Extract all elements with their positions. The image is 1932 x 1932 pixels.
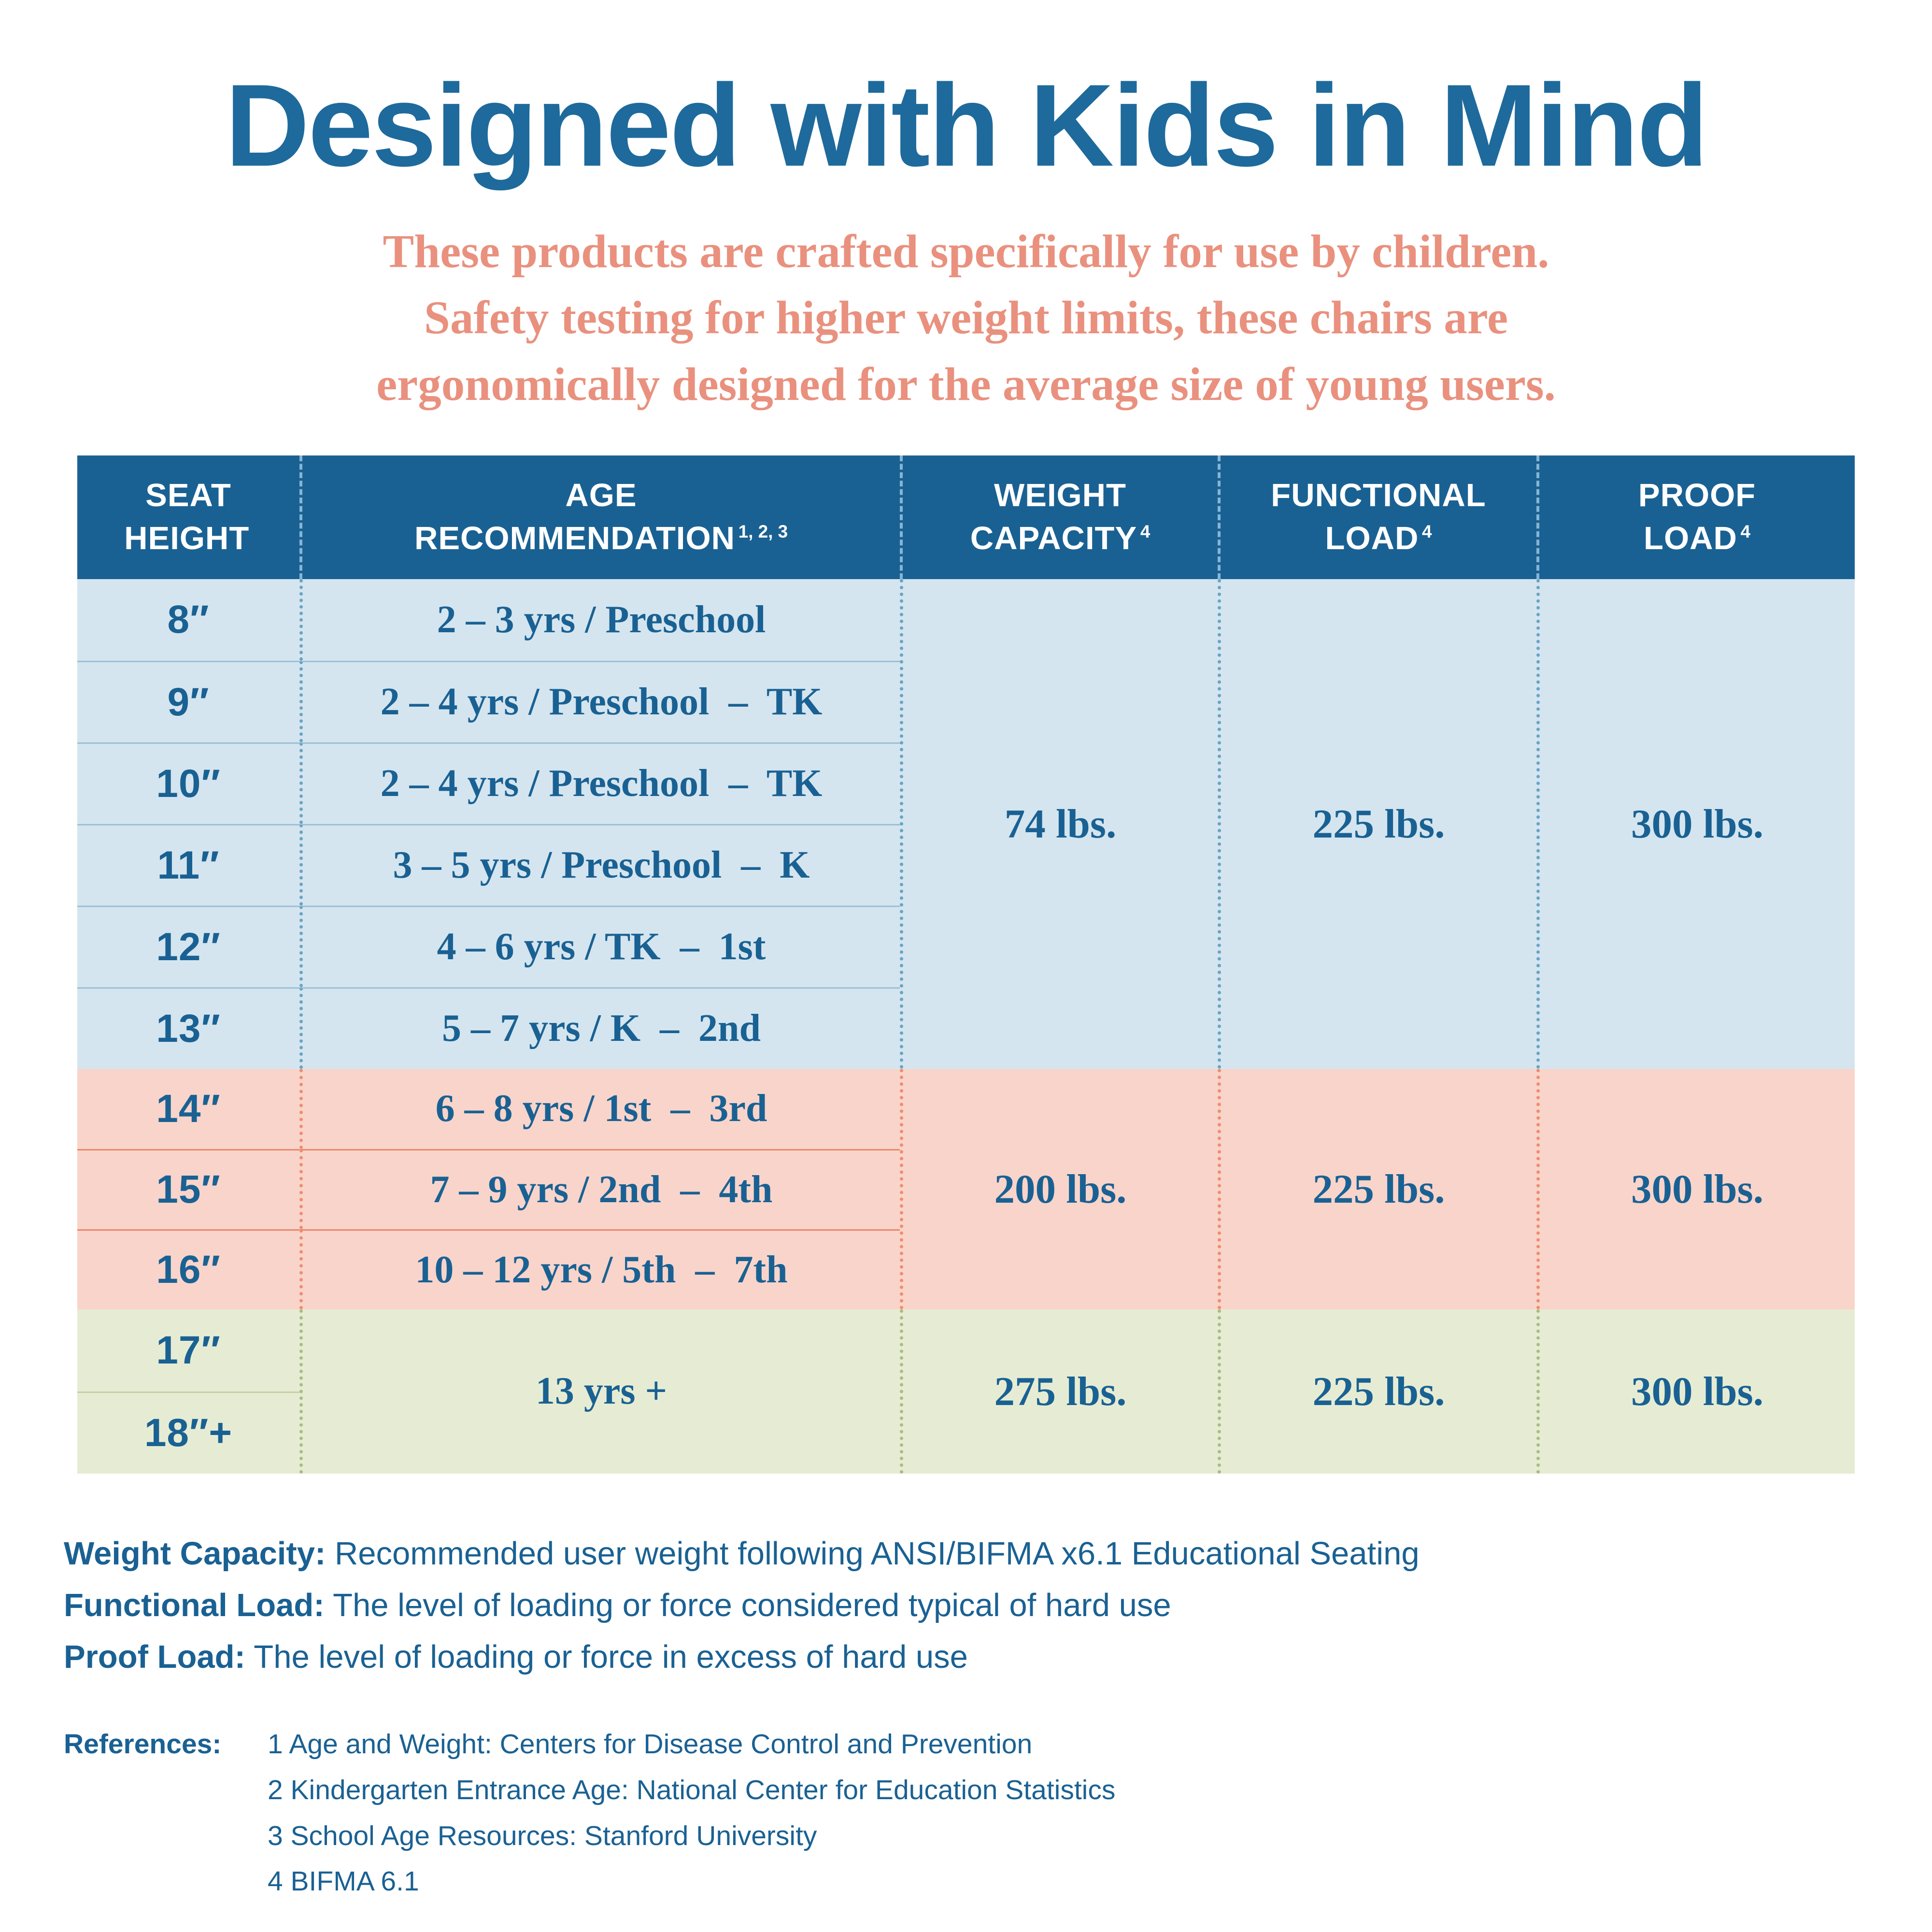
weight-capacity-value: 74 lbs.: [900, 579, 1218, 1069]
definition-label: Functional Load:: [64, 1587, 325, 1623]
age-recommendation-cell: 2 – 3 yrs / Preschool: [299, 579, 900, 661]
page-title: Designed with Kids in Mind: [225, 60, 1708, 191]
block-preschool-to-2nd: 8″ 2 – 3 yrs / Preschool 9″ 2 – 4 yrs / …: [77, 579, 1855, 1069]
header-cell-age-recommendation: AGE RECOMMENDATION 1, 2, 3: [299, 455, 900, 579]
seat-height-cell: 13″: [77, 987, 299, 1069]
seat-height-cell: 12″: [77, 905, 299, 987]
subtitle-line: ergonomically designed for the average s…: [376, 358, 1556, 411]
weight-capacity-value: 200 lbs.: [900, 1068, 1218, 1309]
functional-load-value: 225 lbs.: [1218, 579, 1536, 1069]
definition-row: Functional Load: The level of loading or…: [64, 1579, 1932, 1631]
age-recommendation-cell: 13 yrs +: [299, 1309, 900, 1474]
definitions: Weight Capacity: Recommended user weight…: [64, 1528, 1932, 1683]
definition-label: Proof Load:: [64, 1639, 245, 1676]
weight-capacity-value: 275 lbs.: [900, 1309, 1218, 1474]
seat-height-cell: 15″: [77, 1149, 299, 1229]
age-recommendation-cell: 7 – 9 yrs / 2nd – 4th: [299, 1149, 900, 1229]
age-recommendation-cell: 2 – 4 yrs / Preschool – TK: [299, 660, 900, 742]
proof-load-value: 300 lbs.: [1536, 1309, 1855, 1474]
definition-row: Proof Load: The level of loading or forc…: [64, 1631, 1932, 1683]
spec-table: SEAT HEIGHT AGE RECOMMENDATION 1, 2, 3 WE…: [77, 455, 1855, 1474]
age-recommendation-cell: 10 – 12 yrs / 5th – 7th: [299, 1229, 900, 1309]
subtitle-line: Safety testing for higher weight limits,…: [424, 292, 1508, 344]
reference-item: 4 BIFMA 6.1: [268, 1866, 419, 1897]
definition-label: Weight Capacity:: [64, 1535, 326, 1572]
age-recommendation-cell: 4 – 6 yrs / TK – 1st: [299, 905, 900, 987]
definition-text: Recommended user weight following ANSI/B…: [326, 1535, 1420, 1572]
header-cell-proof-load: PROOF LOAD 4: [1536, 455, 1855, 579]
proof-load-value: 300 lbs.: [1536, 579, 1855, 1069]
definition-text: The level of loading or force in excess …: [245, 1639, 968, 1676]
seat-height-cell: 9″: [77, 660, 299, 742]
references-items: 1 Age and Weight: Centers for Disease Co…: [268, 1721, 1115, 1904]
functional-load-value: 225 lbs.: [1218, 1309, 1536, 1474]
definition-text: The level of loading or force considered…: [324, 1587, 1171, 1623]
seat-height-cell: 11″: [77, 824, 299, 906]
reference-item: 3 School Age Resources: Stanford Univers…: [268, 1820, 817, 1851]
references: References: 1 Age and Weight: Centers fo…: [64, 1721, 1932, 1904]
seat-height-cell: 16″: [77, 1229, 299, 1309]
definition-row: Weight Capacity: Recommended user weight…: [64, 1528, 1932, 1579]
reference-item: 1 Age and Weight: Centers for Disease Co…: [268, 1729, 1033, 1760]
table-header-row: SEAT HEIGHT AGE RECOMMENDATION 1, 2, 3 WE…: [77, 455, 1855, 579]
header-cell-seat-height: SEAT HEIGHT: [124, 477, 250, 556]
age-recommendation-cell: 3 – 5 yrs / Preschool – K: [299, 824, 900, 906]
functional-load-value: 225 lbs.: [1218, 1068, 1536, 1309]
age-recommendation-cell: 2 – 4 yrs / Preschool – TK: [299, 742, 900, 824]
subtitle: These products are crafted specifically …: [0, 218, 1932, 418]
reference-item: 2 Kindergarten Entrance Age: National Ce…: [268, 1774, 1116, 1805]
seat-height-cell: 14″: [156, 1086, 221, 1131]
block-13-plus: 17″ 18″+ 13 yrs + 275 lbs. 225 lbs. 300 …: [77, 1309, 1855, 1474]
age-recommendation-cell: 5 – 7 yrs / K – 2nd: [299, 987, 900, 1069]
proof-load-value: 300 lbs.: [1536, 1068, 1855, 1309]
seat-height-cell: 18″+: [77, 1391, 299, 1474]
references-label: References:: [64, 1729, 222, 1760]
seat-height-cell: 17″: [156, 1328, 221, 1372]
age-recommendation-cell: 6 – 8 yrs / 1st – 3rd: [299, 1068, 900, 1149]
seat-height-cell: 8″: [167, 597, 210, 642]
header-cell-functional-load: FUNCTIONAL LOAD 4: [1218, 455, 1536, 579]
seat-height-cell: 10″: [77, 742, 299, 824]
block-1st-to-7th: 14″ 6 – 8 yrs / 1st – 3rd 15″ 7 – 9 yrs …: [77, 1068, 1855, 1309]
subtitle-line: These products are crafted specifically …: [383, 225, 1549, 277]
header-cell-weight-capacity: WEIGHT CAPACITY 4: [900, 455, 1218, 579]
